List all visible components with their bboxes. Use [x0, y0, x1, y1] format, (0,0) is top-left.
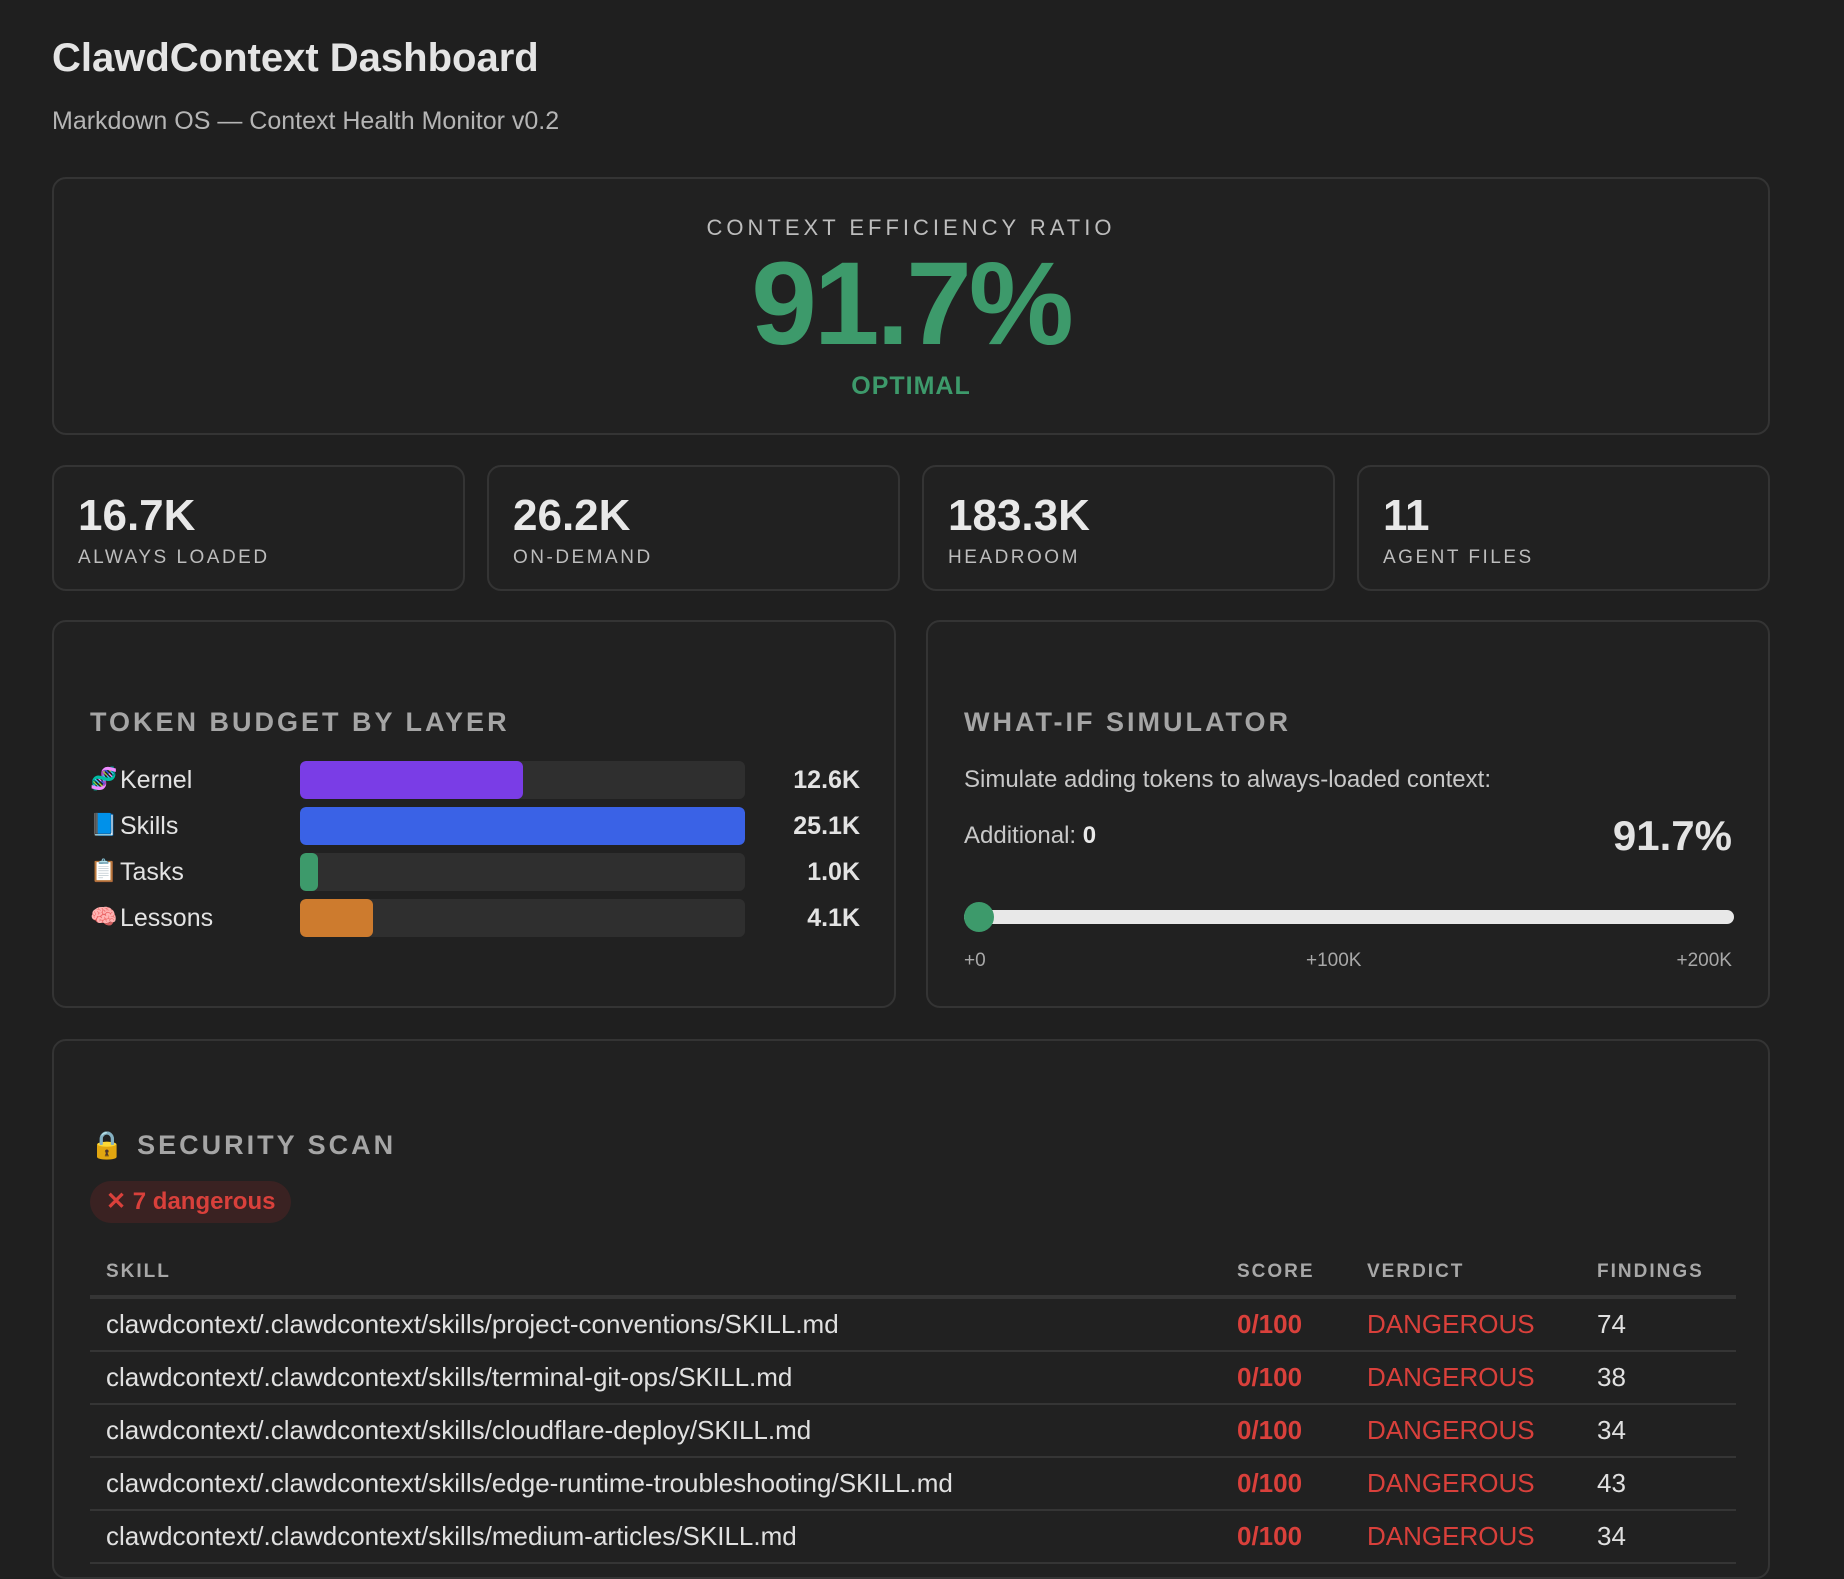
table-row[interactable]: clawdcontext/.clawdcontext/skills/projec…	[90, 1297, 1736, 1352]
score: 0/100	[1221, 1297, 1351, 1352]
layer-row-lessons: 🧠 Lessons 4.1K	[90, 899, 860, 937]
layer-bar-track	[300, 899, 745, 937]
stat-value: 11	[1383, 491, 1430, 540]
skill-path: clawdcontext/.clawdcontext/skills/edge-r…	[90, 1457, 1221, 1511]
token-budget-title: TOKEN BUDGET BY LAYER	[90, 707, 510, 737]
score: 0/100	[1221, 1457, 1351, 1511]
layer-icon: 🧬	[90, 766, 118, 791]
layer-bar-fill	[300, 853, 318, 891]
layer-value: 25.1K	[793, 812, 860, 840]
layer-row-tasks: 📋 Tasks 1.0K	[90, 853, 860, 891]
token-budget-card: TOKEN BUDGET BY LAYER 🧬 Kernel 12.6K 📘 Skill…	[52, 620, 896, 1008]
findings: 34	[1581, 1510, 1736, 1564]
verdict: DANGEROUS	[1351, 1510, 1581, 1564]
stat-label: HEADROOM	[948, 547, 1080, 568]
findings: 74	[1581, 1297, 1736, 1352]
stat-value: 26.2K	[513, 491, 631, 540]
security-table: SKILL SCORE VERDICT FINDINGS clawdcontex…	[90, 1251, 1736, 1564]
layer-bar-fill	[300, 807, 745, 845]
stat-value: 16.7K	[78, 491, 196, 540]
score: 0/100	[1221, 1351, 1351, 1405]
layer-value: 12.6K	[793, 766, 860, 794]
layer-name: Tasks	[120, 858, 184, 886]
score: 0/100	[1221, 1404, 1351, 1458]
tick-max: +200K	[1676, 950, 1732, 971]
verdict: DANGEROUS	[1351, 1297, 1581, 1352]
efficiency-value: 91.7%	[751, 238, 1074, 370]
layer-name: Skills	[120, 812, 179, 840]
score: 0/100	[1221, 1510, 1351, 1564]
skill-path: clawdcontext/.clawdcontext/skills/medium…	[90, 1510, 1221, 1564]
stat-headroom: 183.3K HEADROOM	[922, 465, 1335, 591]
findings: 34	[1581, 1404, 1736, 1458]
findings: 43	[1581, 1457, 1736, 1511]
stat-label: ALWAYS LOADED	[78, 547, 270, 568]
table-row[interactable]: clawdcontext/.clawdcontext/skills/medium…	[90, 1510, 1736, 1564]
tick-mid: +100K	[1306, 950, 1362, 971]
security-title-text: SECURITY SCAN	[137, 1130, 397, 1160]
slider-thumb[interactable]	[964, 902, 994, 932]
page-title: ClawdContext Dashboard	[52, 36, 539, 80]
verdict: DANGEROUS	[1351, 1404, 1581, 1458]
additional-label: Additional:	[964, 822, 1077, 849]
layer-value: 4.1K	[807, 904, 860, 932]
token-slider[interactable]	[964, 910, 1734, 924]
lock-icon: 🔒	[90, 1130, 127, 1160]
skill-path: clawdcontext/.clawdcontext/skills/projec…	[90, 1297, 1221, 1352]
stat-value: 183.3K	[948, 491, 1090, 540]
security-card: 🔒 SECURITY SCAN ✕ 7 dangerous SKILL SCOR…	[52, 1039, 1770, 1579]
col-skill: SKILL	[90, 1251, 1221, 1299]
layer-bar-track	[300, 761, 745, 799]
table-row[interactable]: clawdcontext/.clawdcontext/skills/cloudf…	[90, 1404, 1736, 1458]
efficiency-card: CONTEXT EFFICIENCY RATIO 91.7% OPTIMAL	[52, 177, 1770, 435]
simulator-title: WHAT-IF SIMULATOR	[964, 707, 1291, 737]
layer-name: Lessons	[120, 904, 214, 932]
col-score: SCORE	[1221, 1251, 1351, 1299]
additional-readout: Additional: 0	[964, 822, 1096, 850]
layer-row-kernel: 🧬 Kernel 12.6K	[90, 761, 860, 799]
efficiency-status: OPTIMAL	[851, 372, 971, 400]
table-row[interactable]: clawdcontext/.clawdcontext/skills/termin…	[90, 1351, 1736, 1405]
verdict: DANGEROUS	[1351, 1351, 1581, 1405]
layer-bar-fill	[300, 899, 373, 937]
layer-icon: 📘	[90, 812, 118, 837]
stat-agent-files: 11 AGENT FILES	[1357, 465, 1770, 591]
page-subtitle: Markdown OS — Context Health Monitor v0.…	[52, 107, 560, 135]
layer-bar-track	[300, 807, 745, 845]
layer-name: Kernel	[120, 766, 193, 794]
skill-path: clawdcontext/.clawdcontext/skills/termin…	[90, 1351, 1221, 1405]
layer-icon: 🧠	[90, 904, 118, 929]
skill-path: clawdcontext/.clawdcontext/skills/cloudf…	[90, 1404, 1221, 1458]
simulator-card: WHAT-IF SIMULATOR Simulate adding tokens…	[926, 620, 1770, 1008]
layer-row-skills: 📘 Skills 25.1K	[90, 807, 860, 845]
layer-bar-track	[300, 853, 745, 891]
layer-value: 1.0K	[807, 858, 860, 886]
table-row[interactable]: clawdcontext/.clawdcontext/skills/edge-r…	[90, 1457, 1736, 1511]
stat-always-loaded: 16.7K ALWAYS LOADED	[52, 465, 465, 591]
dangerous-count-badge: ✕ 7 dangerous	[90, 1181, 292, 1223]
stat-label: ON-DEMAND	[513, 547, 653, 568]
verdict: DANGEROUS	[1351, 1457, 1581, 1511]
security-title: 🔒 SECURITY SCAN	[90, 1129, 396, 1161]
layer-bar-fill	[300, 761, 524, 799]
col-verdict: VERDICT	[1351, 1251, 1581, 1299]
col-findings: FINDINGS	[1581, 1251, 1736, 1299]
simulated-ratio: 91.7%	[1612, 812, 1732, 859]
layer-icon: 📋	[90, 858, 118, 883]
additional-value: 0	[1082, 822, 1097, 849]
simulator-description: Simulate adding tokens to always-loaded …	[964, 766, 1491, 793]
efficiency-label: CONTEXT EFFICIENCY RATIO	[706, 215, 1116, 240]
findings: 38	[1581, 1351, 1736, 1405]
stat-on-demand: 26.2K ON-DEMAND	[487, 465, 900, 591]
tick-min: +0	[964, 950, 986, 971]
stat-label: AGENT FILES	[1383, 547, 1534, 568]
